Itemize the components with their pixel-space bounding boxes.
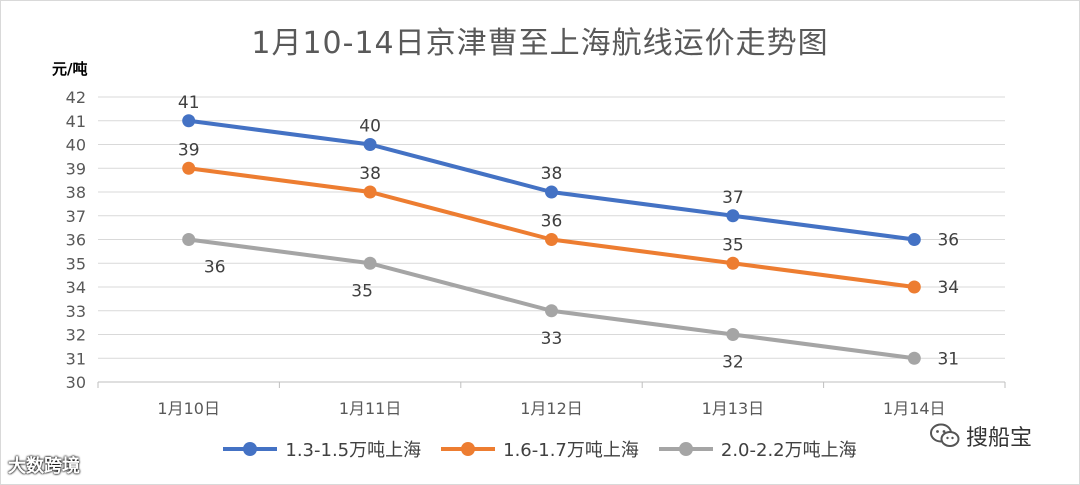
y-tick-label-30: 30 — [66, 373, 86, 392]
chart-legend: 1.3-1.5万吨上海 1.6-1.7万吨上海 2.0-2.2万吨上海 — [0, 436, 1080, 462]
y-tick-label-34: 34 — [66, 278, 86, 297]
data-label-1-0: 39 — [178, 140, 200, 160]
data-point-0-2 — [545, 185, 558, 199]
x-tick-label-3: 1月13日 — [702, 399, 765, 418]
y-tick-label-38: 38 — [66, 183, 86, 202]
data-label-1-3: 35 — [722, 235, 744, 255]
data-label-0-3: 37 — [722, 188, 744, 208]
y-tick-label-42: 42 — [66, 88, 86, 107]
legend-item-1: 1.6-1.7万吨上海 — [441, 436, 639, 462]
data-point-2-0 — [182, 233, 196, 246]
y-tick-label-33: 33 — [66, 302, 86, 321]
data-point-0-4 — [907, 233, 921, 246]
data-point-1-0 — [182, 161, 196, 175]
data-point-2-1 — [363, 256, 377, 270]
data-label-0-2: 38 — [541, 164, 563, 184]
data-label-0-0: 41 — [178, 93, 200, 113]
data-label-1-2: 36 — [541, 212, 563, 232]
data-point-0-3 — [726, 209, 740, 223]
data-label-1-1: 38 — [359, 164, 381, 184]
data-label-2-1: 35 — [351, 281, 373, 301]
legend-swatch-1 — [441, 442, 496, 456]
y-tick-label-40: 40 — [66, 136, 86, 155]
y-tick-label-31: 31 — [66, 349, 86, 368]
watermark-right: 搜船宝 — [930, 420, 1032, 452]
legend-swatch-2 — [658, 442, 713, 456]
y-tick-label-36: 36 — [66, 231, 86, 250]
data-label-0-1: 40 — [359, 117, 381, 137]
x-tick-label-2: 1月12日 — [520, 399, 583, 418]
wechat-icon — [930, 423, 960, 447]
x-tick-label-1: 1月11日 — [339, 399, 402, 418]
legend-item-2: 2.0-2.2万吨上海 — [658, 436, 857, 462]
data-point-2-3 — [726, 328, 740, 341]
legend-label-0: 1.3-1.5万吨上海 — [285, 440, 422, 461]
data-label-2-3: 32 — [722, 353, 744, 373]
watermark-left: 大数跨境 — [8, 456, 80, 477]
x-tick-label-0: 1月10日 — [157, 399, 220, 418]
y-tick-label-41: 41 — [66, 112, 86, 131]
data-label-2-0: 36 — [204, 258, 226, 278]
data-label-2-2: 33 — [541, 329, 563, 349]
y-axis-unit-label: 元/吨 — [52, 60, 88, 78]
data-point-2-2 — [545, 304, 558, 318]
legend-label-2: 2.0-2.2万吨上海 — [720, 440, 857, 461]
data-point-1-4 — [907, 280, 921, 294]
y-tick-label-37: 37 — [66, 207, 86, 226]
data-point-0-0 — [182, 114, 196, 128]
watermark-right-text: 搜船宝 — [966, 426, 1033, 451]
legend-label-1: 1.6-1.7万吨上海 — [503, 440, 639, 461]
data-point-1-3 — [726, 256, 740, 270]
data-point-2-4 — [907, 351, 921, 365]
chart-title: 1月10-14日京津曹至上海航线运价走势图 — [251, 26, 829, 61]
data-label-0-4: 36 — [937, 231, 959, 251]
legend-swatch-0 — [223, 442, 278, 456]
data-point-0-1 — [363, 138, 377, 151]
x-tick-label-4: 1月14日 — [883, 399, 946, 418]
data-point-1-2 — [545, 233, 558, 246]
data-label-1-4: 34 — [937, 278, 959, 298]
data-point-1-1 — [363, 185, 377, 199]
legend-item-0: 1.3-1.5万吨上海 — [223, 436, 421, 462]
data-label-2-4: 31 — [937, 349, 959, 369]
y-tick-label-35: 35 — [66, 254, 86, 273]
y-tick-label-32: 32 — [66, 326, 86, 345]
y-tick-label-39: 39 — [66, 159, 86, 178]
